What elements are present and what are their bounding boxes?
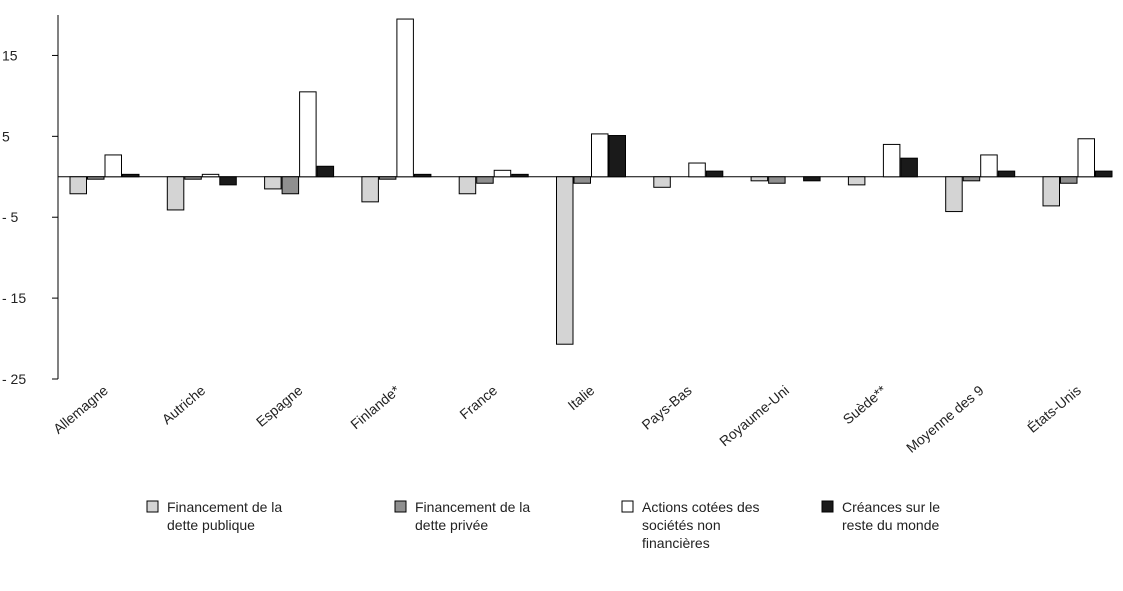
bar — [166, 176, 185, 211]
y-tick-label: - 5 — [2, 209, 19, 225]
bar — [281, 176, 300, 195]
bar — [1042, 176, 1060, 207]
y-tick-label: 5 — [2, 128, 10, 144]
bar — [201, 173, 220, 178]
x-tick-label: Allemagne — [50, 382, 111, 437]
legend-swatch — [146, 500, 159, 513]
legend-swatch — [394, 500, 407, 513]
legend-swatch — [821, 500, 834, 513]
bar — [768, 176, 786, 184]
bar — [1077, 138, 1095, 178]
bar — [104, 154, 122, 178]
bar — [69, 176, 87, 195]
bar — [688, 162, 706, 178]
x-tick-label: France — [456, 382, 500, 422]
x-tick-label: Moyenne des 9 — [903, 382, 987, 456]
bar — [184, 176, 202, 180]
bar — [591, 133, 609, 178]
bar — [1095, 170, 1113, 178]
bar — [413, 173, 432, 178]
x-tick-label: Royaume-Uni — [716, 382, 792, 449]
x-tick-label: Finlande* — [347, 382, 403, 433]
bar — [299, 91, 317, 178]
legend-label: Financement de la dette publique — [167, 499, 282, 533]
bar — [882, 143, 901, 178]
legend-label: Créances sur le reste du monde — [842, 499, 940, 533]
bar — [87, 176, 105, 180]
bar — [962, 176, 981, 182]
y-tick-label: 15 — [2, 47, 18, 63]
bar — [847, 176, 866, 186]
bar — [997, 170, 1016, 178]
bar — [1060, 176, 1078, 184]
bar — [493, 169, 512, 178]
bar — [653, 176, 671, 188]
bar — [608, 135, 626, 178]
legend-swatch — [621, 500, 634, 513]
bar — [705, 170, 724, 178]
bar — [803, 176, 821, 182]
y-tick-label: - 25 — [2, 371, 26, 387]
bar — [900, 157, 918, 178]
bar — [476, 176, 494, 184]
x-tick-label: Pays-Bas — [639, 382, 695, 433]
bar — [945, 176, 963, 213]
x-tick-label: Espagne — [253, 382, 306, 430]
bar — [458, 176, 477, 195]
bar — [361, 176, 379, 203]
x-tick-label: Italie — [564, 382, 597, 413]
legend-label: Financement de la dette privée — [415, 499, 530, 533]
bar — [556, 176, 574, 345]
bar — [980, 154, 998, 178]
bar — [378, 176, 397, 180]
x-tick-label: Autriche — [159, 382, 209, 427]
bar — [316, 165, 335, 178]
bar — [750, 176, 769, 182]
x-tick-label: Suède** — [840, 382, 890, 428]
bar — [122, 173, 140, 178]
bar — [219, 176, 237, 186]
legend-label: Actions cotées des sociétés non financière… — [642, 499, 760, 551]
bar — [396, 18, 414, 178]
x-tick-label: États-Unis — [1024, 382, 1084, 436]
bar — [573, 176, 591, 184]
bar — [511, 173, 529, 178]
bar — [264, 176, 282, 190]
y-tick-label: - 15 — [2, 290, 26, 306]
